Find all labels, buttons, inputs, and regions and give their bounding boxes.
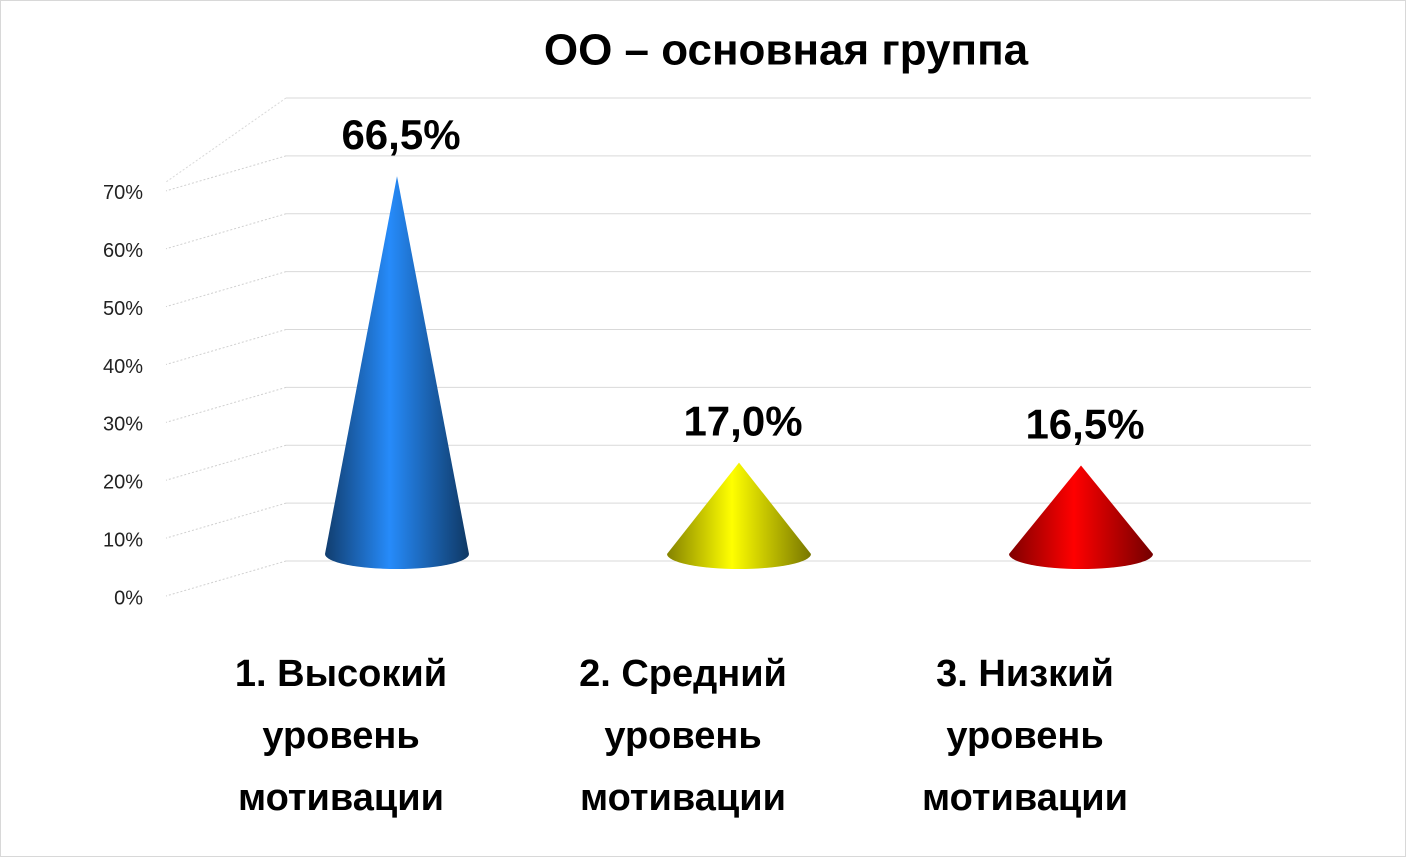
chart-title: ОО – основная группа [544,26,1029,75]
grid-line [165,155,287,192]
y-tick-label: 40% [103,356,143,378]
value-label: 16,5% [1025,401,1144,448]
cone [667,462,811,569]
y-tick-label: 10% [103,529,143,551]
cone [1009,465,1153,569]
y-tick-label: 70% [103,182,143,204]
grid-line [165,444,287,481]
value-label: 17,0% [683,398,802,445]
grid-line [165,271,287,308]
y-tick-label: 20% [103,472,143,494]
y-tick-label: 60% [103,240,143,262]
grid-line [165,329,287,365]
grid-line [165,386,287,423]
grid-line [165,560,287,597]
x-tick-label: 1. Высокий уровень мотивации [234,653,448,819]
x-tick-label: 3. Низкий уровень мотивации [922,653,1128,819]
x-tick-label: 2. Средний уровень мотивации [579,653,787,819]
cone [325,176,469,569]
wall-edge [165,97,287,183]
grid-line [165,213,287,250]
grid-line [165,502,287,539]
y-tick-label: 0% [114,587,143,609]
value-label: 66,5% [341,111,460,158]
y-tick-label: 50% [103,298,143,320]
y-tick-label: 30% [103,414,143,436]
